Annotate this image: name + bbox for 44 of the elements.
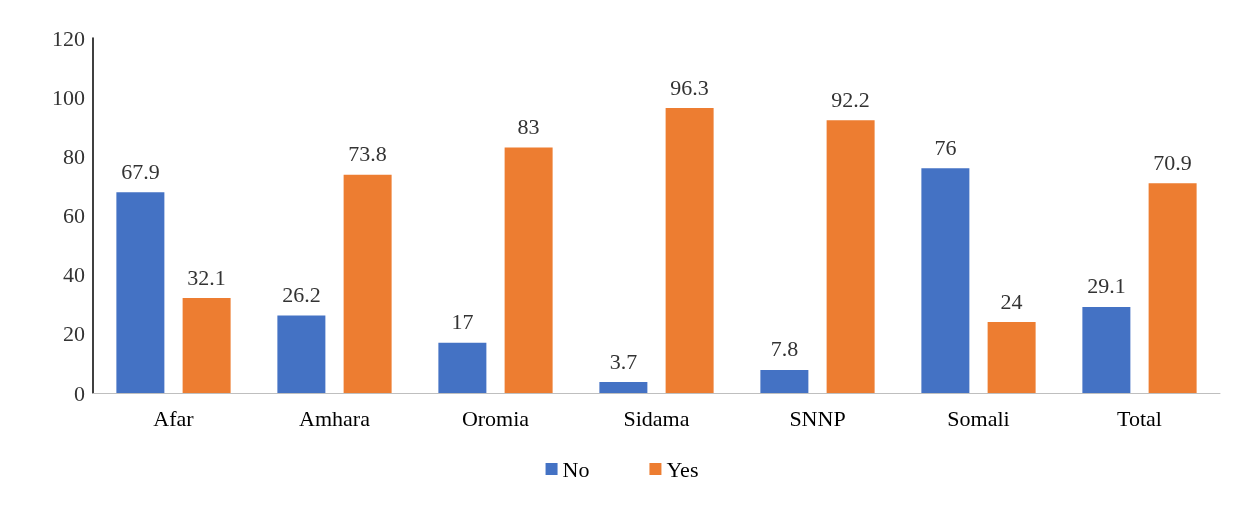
data-label: 83 <box>517 113 540 139</box>
x-tick-label: SNNP <box>789 405 846 431</box>
y-tick-label: 100 <box>52 84 85 110</box>
x-tick-label: Afar <box>153 405 195 431</box>
bar <box>760 369 809 393</box>
bar <box>921 168 970 393</box>
bar <box>1082 306 1131 393</box>
y-tick-label: 120 <box>52 25 85 51</box>
legend-label: Yes <box>666 456 699 482</box>
bar <box>438 342 487 393</box>
data-label: 24 <box>1000 288 1023 314</box>
bar <box>277 315 326 393</box>
bar <box>504 147 553 393</box>
x-tick-label: Amhara <box>299 405 371 431</box>
y-tick-label: 80 <box>63 143 85 169</box>
x-tick-label: Total <box>1117 405 1162 431</box>
y-tick-label: 0 <box>74 380 85 406</box>
data-label: 7.8 <box>770 336 799 362</box>
data-label: 32.1 <box>187 264 226 290</box>
data-label: 29.1 <box>1087 273 1126 299</box>
data-label: 92.2 <box>831 86 870 112</box>
data-label: 96.3 <box>670 74 709 100</box>
legend-label: No <box>562 456 590 482</box>
data-label: 67.9 <box>121 158 160 184</box>
y-tick-label: 60 <box>63 203 85 228</box>
data-label: 73.8 <box>348 141 387 167</box>
bar <box>599 382 648 393</box>
data-label: 3.7 <box>609 348 638 374</box>
bar <box>182 298 231 393</box>
data-label: 17 <box>451 309 474 335</box>
bar <box>826 120 875 393</box>
x-tick-label: Somali <box>947 405 1010 431</box>
data-label: 76 <box>934 134 957 160</box>
bar <box>116 192 165 393</box>
bar <box>987 322 1036 393</box>
y-tick-label: 20 <box>63 321 85 347</box>
bar <box>665 108 714 393</box>
x-tick-label: Oromia <box>461 405 530 431</box>
bar <box>1148 183 1197 393</box>
y-tick-label: 40 <box>63 262 85 288</box>
data-label: 26.2 <box>282 281 321 307</box>
x-tick-label: Sidama <box>623 405 690 431</box>
data-label: 70.9 <box>1153 149 1192 175</box>
bar <box>343 174 392 393</box>
